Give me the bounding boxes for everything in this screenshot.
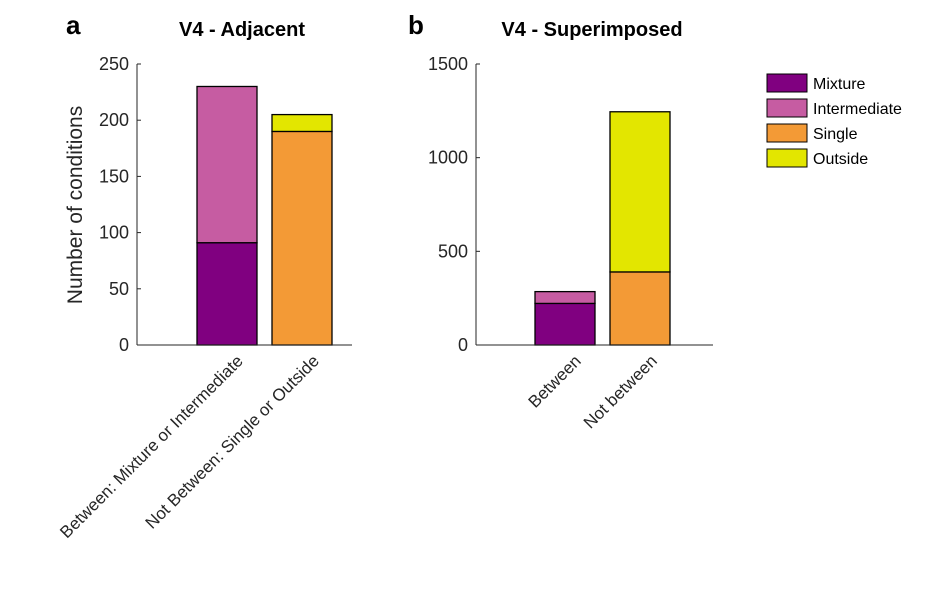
panel-a-bar-mixture bbox=[196, 242, 258, 346]
panel-b-y-tick-label: 0 bbox=[458, 335, 468, 355]
panel-a-y-tick-label: 250 bbox=[99, 54, 129, 74]
panel-b-category-label: Not between bbox=[580, 351, 661, 432]
panel-b-bar-single bbox=[609, 271, 671, 346]
panel-a-category-labels: Between: Mixture or Intermediate Not Bet… bbox=[56, 351, 322, 541]
legend-label-mixture: Mixture bbox=[813, 76, 866, 93]
panel-b-letter: b bbox=[408, 10, 424, 40]
panel-a-bars bbox=[196, 85, 333, 346]
panel-b-title: V4 - Superimposed bbox=[501, 19, 682, 41]
legend-label-intermediate: Intermediate bbox=[813, 101, 902, 118]
legend-swatch-single bbox=[766, 123, 808, 143]
panel-a-y-axis-label: Number of conditions bbox=[64, 106, 87, 304]
legend: Mixture Intermediate Single Outside bbox=[762, 71, 922, 177]
panel-a-y-tick-label: 100 bbox=[99, 223, 129, 243]
panel-a-y-tick-label: 200 bbox=[99, 110, 129, 130]
panel-a-letter: a bbox=[66, 10, 81, 40]
legend-swatch-outside bbox=[766, 148, 808, 168]
panel-a-title: V4 - Adjacent bbox=[179, 19, 305, 41]
panel-b-bar-outside bbox=[609, 111, 671, 273]
panel-b-y-tick-label: 500 bbox=[438, 241, 468, 261]
panel-a-y-tick-label: 50 bbox=[109, 279, 129, 299]
legend-label-single: Single bbox=[813, 126, 858, 143]
panel-a-bar-single bbox=[271, 130, 333, 346]
panel-a-bar-intermediate bbox=[196, 85, 258, 244]
legend-swatch-intermediate bbox=[766, 98, 808, 118]
panel-a-y-tick-label: 150 bbox=[99, 166, 129, 186]
panel-b-category-labels: Between Not between bbox=[525, 351, 661, 432]
panel-b-y-ticks: 0 500 1000 1500 bbox=[428, 54, 480, 355]
panel-b: b V4 - Superimposed 0 500 1000 1500 Between… bbox=[408, 10, 713, 432]
panel-b-y-tick-label: 1000 bbox=[428, 148, 468, 168]
panel-b-y-tick-label: 1500 bbox=[428, 54, 468, 74]
panel-a-bar-outside bbox=[271, 113, 333, 133]
legend-label-outside: Outside bbox=[813, 151, 868, 168]
panel-a-y-tick-label: 0 bbox=[119, 335, 129, 355]
panel-b-bar-intermediate bbox=[534, 290, 596, 305]
panel-b-category-label: Between bbox=[525, 351, 585, 411]
panel-b-bars bbox=[534, 111, 671, 346]
panel-b-bar-mixture bbox=[534, 302, 596, 346]
legend-swatch-mixture bbox=[766, 73, 808, 93]
panel-a-y-ticks: 0 50 100 150 200 250 bbox=[99, 54, 141, 355]
panel-a: a V4 - Adjacent Number of conditions 0 50… bbox=[56, 10, 352, 542]
